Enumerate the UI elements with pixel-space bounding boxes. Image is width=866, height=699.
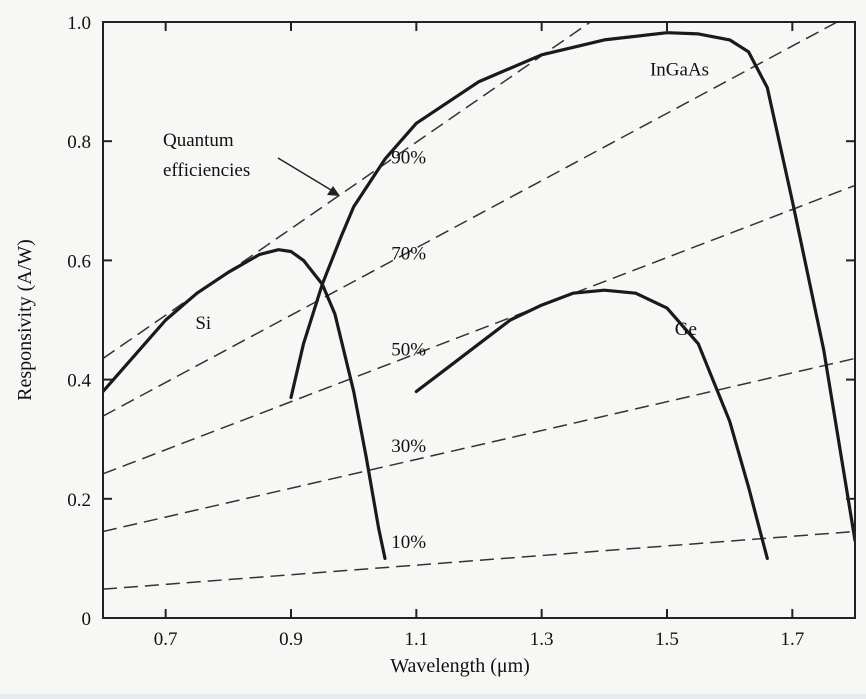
x-tick-label: 1.1 [404, 629, 428, 650]
plot-frame [102, 21, 856, 619]
x-tick-label: 0.7 [154, 629, 178, 650]
qe-line-30pct [103, 357, 855, 533]
arrow-head-icon [327, 186, 340, 196]
x-tick-label: 1.5 [655, 629, 679, 650]
series-label-ge: Ge [675, 319, 697, 340]
qe-line-10pct [103, 530, 855, 590]
axis-ticks: 0.7 0.9 1.1 1.3 1.5 1.7 0 0.2 0.4 0.6 0.8 1.0 [67, 13, 855, 650]
y-axis-label: Responsivity (A/W) [14, 239, 36, 401]
y-tick-label: 1.0 [67, 13, 91, 34]
chart-annotations: Quantum efficiencies 10% 30% 50% 70% 90% Si In… [163, 60, 709, 553]
qe-line-50pct [103, 184, 855, 475]
annotation-quantum: Quantum [163, 130, 234, 151]
y-tick-label: 0 [82, 609, 92, 630]
x-tick-label: 0.9 [279, 629, 303, 650]
y-tick-label: 0.2 [67, 490, 91, 511]
curve-si [103, 248, 387, 561]
qe-line-70pct [103, 22, 839, 417]
responsivity-curves [103, 31, 855, 561]
y-tick-label: 0.4 [67, 371, 91, 392]
y-tick-label: 0.6 [67, 251, 91, 272]
annotation-efficiencies: efficiencies [163, 160, 250, 181]
series-label-ingaas: InGaAs [650, 60, 709, 81]
series-label-si: Si [195, 313, 211, 334]
qe-label-50pct: 50% [391, 340, 426, 361]
qe-label-70pct: 70% [391, 244, 426, 265]
qe-label-30pct: 30% [391, 436, 426, 457]
x-axis-label: Wavelength (μm) [390, 655, 530, 677]
annotation-arrow [277, 157, 337, 194]
y-tick-label: 0.8 [67, 132, 91, 153]
qe-label-90pct: 90% [391, 147, 426, 168]
curve-ingaas [289, 31, 855, 543]
x-tick-label: 1.3 [530, 629, 554, 650]
x-tick-label: 1.7 [780, 629, 804, 650]
qe-label-10pct: 10% [391, 532, 426, 553]
curve-ge [414, 288, 769, 561]
quantum-efficiency-lines [103, 22, 855, 590]
